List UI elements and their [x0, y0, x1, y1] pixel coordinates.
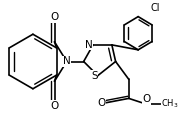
Text: N: N [85, 40, 93, 50]
Text: N: N [63, 56, 71, 67]
Text: S: S [91, 71, 98, 81]
Text: CH$_3$: CH$_3$ [161, 98, 179, 110]
Text: Cl: Cl [150, 3, 160, 13]
Text: O: O [50, 12, 59, 22]
Text: O: O [97, 98, 106, 108]
Text: O: O [50, 101, 59, 111]
Text: O: O [143, 94, 151, 104]
